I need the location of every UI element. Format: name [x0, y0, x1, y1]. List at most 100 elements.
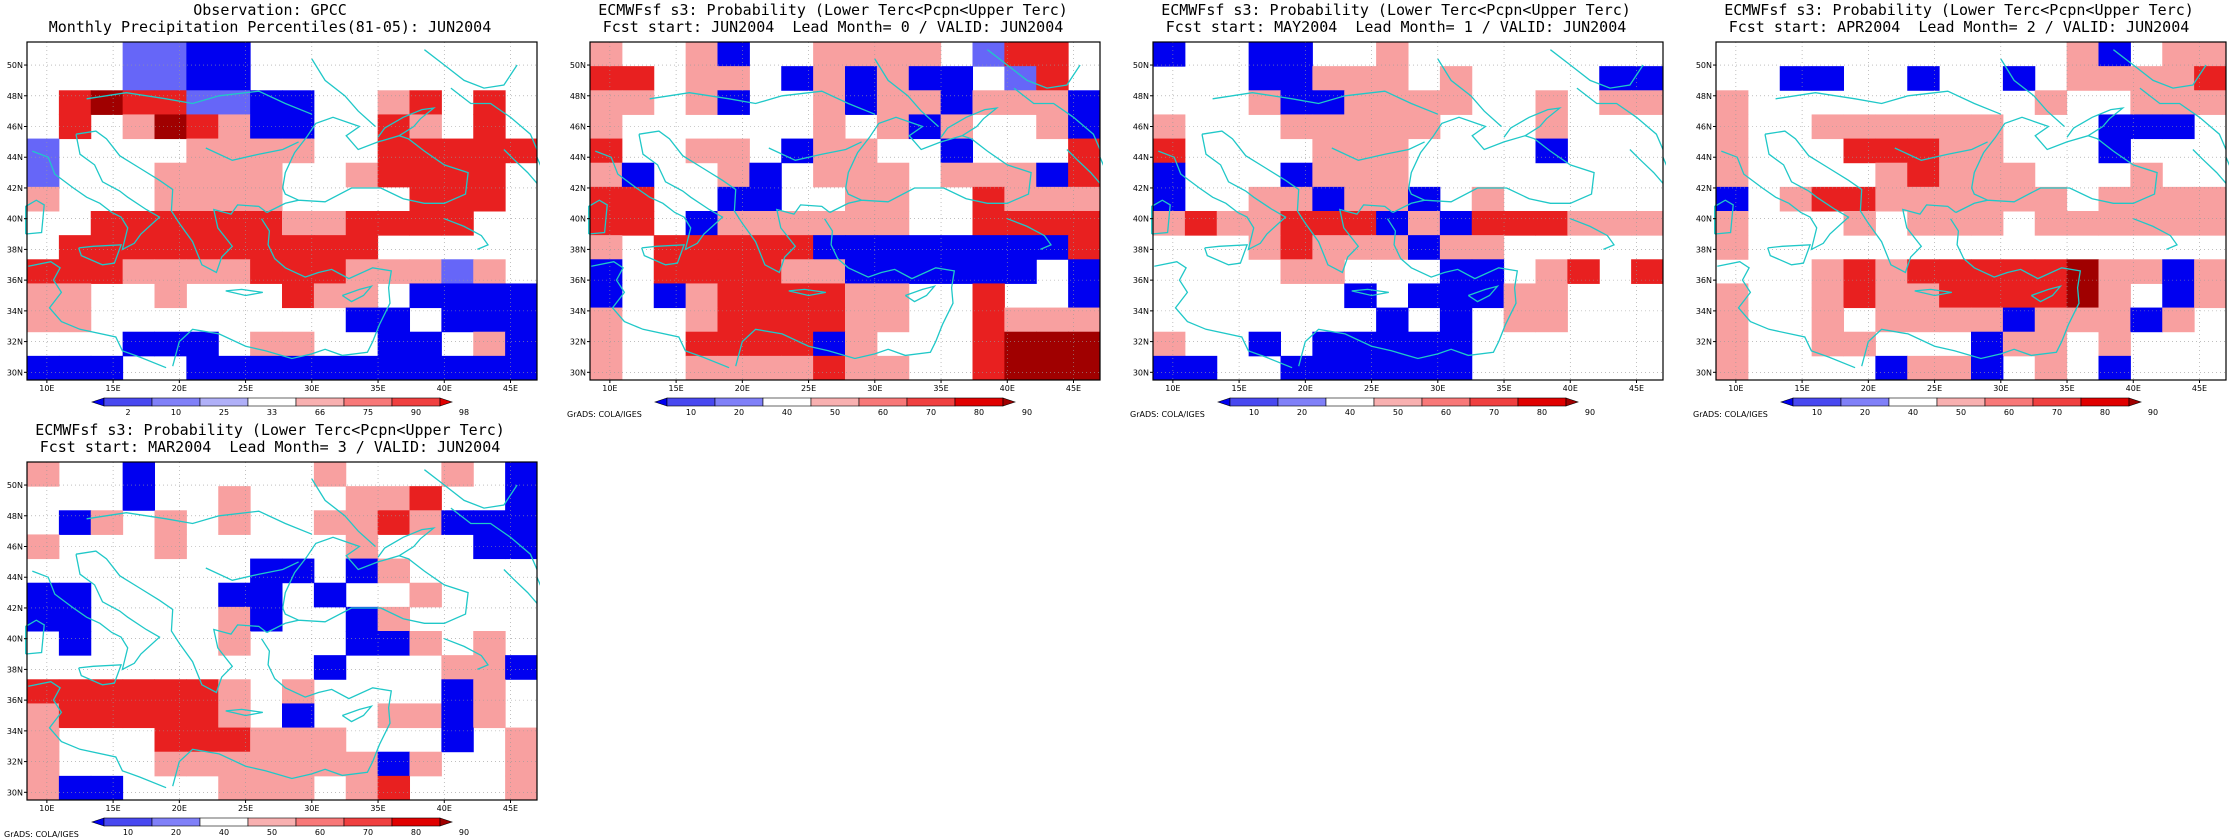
grid-cell — [505, 486, 538, 511]
grid-cell — [590, 42, 623, 67]
grid-cell — [473, 655, 506, 680]
grid-cell — [1599, 211, 1632, 236]
grid-cell — [282, 355, 315, 381]
colorbar-swatch — [199, 817, 249, 827]
grid-cell — [282, 775, 315, 801]
coastline — [768, 141, 862, 161]
grid-cell — [1036, 235, 1069, 260]
grid-cell — [813, 355, 846, 381]
coastline — [2192, 149, 2227, 184]
grid-cell — [473, 631, 506, 656]
grid-cell — [1004, 307, 1037, 333]
grid-cell — [313, 510, 347, 535]
lon-label: 30E — [1430, 384, 1445, 393]
grid-cell — [90, 259, 124, 284]
grid-cell — [2034, 259, 2068, 284]
lat-label: 32N — [7, 758, 23, 767]
lat-label: 48N — [570, 92, 586, 101]
grid-cell — [186, 186, 219, 212]
grid-cell — [1779, 66, 1813, 91]
colorbar-label: 70 — [1489, 408, 1499, 417]
grid-cell — [2034, 331, 2068, 357]
grid-cell — [940, 162, 974, 188]
coastline — [1894, 141, 1988, 161]
grid-cell — [58, 90, 92, 115]
coastline — [32, 554, 161, 671]
grid-cell — [876, 211, 910, 236]
lat-label: 36N — [7, 276, 23, 285]
lat-label: 38N — [1133, 245, 1149, 254]
lat-label: 48N — [1696, 92, 1712, 101]
grid-cell — [2162, 114, 2195, 140]
grid-cell — [1280, 90, 1313, 115]
colorbar-label: 50 — [830, 408, 840, 417]
grid-cell — [473, 114, 506, 140]
coastline — [1764, 130, 1957, 274]
grid-cell — [590, 90, 623, 115]
grid-cell — [1811, 66, 1845, 91]
grid-cell — [1280, 66, 1313, 91]
grid-cell — [2194, 283, 2227, 309]
grid-cell — [58, 259, 92, 284]
lat-label: 42N — [7, 184, 23, 193]
grid-cell — [2034, 307, 2068, 333]
lat-label: 50N — [570, 61, 586, 70]
grid-cell — [1004, 162, 1037, 188]
grid-cell — [505, 510, 538, 535]
grid-cell — [377, 138, 411, 164]
coastline — [1201, 130, 1394, 274]
grid-cell — [1408, 355, 1441, 381]
colorbar-label: 50 — [1393, 408, 1403, 417]
coastline — [649, 90, 876, 115]
grid-cell — [154, 703, 187, 729]
grid-cell — [505, 751, 538, 777]
lon-label: 35E — [1496, 384, 1511, 393]
grid-cell — [845, 283, 878, 309]
colorbar-swatch — [103, 817, 153, 827]
grid-cell — [2066, 307, 2100, 333]
grid-cell — [218, 727, 251, 753]
coastline — [444, 218, 489, 250]
grid-cell — [250, 775, 283, 801]
grid-cell — [972, 307, 1005, 333]
grid-cell — [845, 259, 878, 284]
colorbar-label: 90 — [1585, 408, 1595, 417]
grid-cell — [345, 558, 379, 584]
lat-label: 38N — [7, 665, 23, 674]
panel-observation: Observation: GPCC Monthly Precipitation … — [0, 0, 540, 420]
coastline — [1775, 90, 2002, 115]
colorbar-label: 20 — [1860, 408, 1870, 417]
colorbar-label: 90 — [459, 828, 469, 837]
coastline — [1467, 285, 1500, 303]
grid-cell — [653, 283, 687, 309]
grid-cell — [2162, 186, 2195, 212]
grid-cell — [717, 235, 750, 260]
grid-cell — [717, 186, 750, 212]
grid-cell — [154, 259, 187, 284]
colorbar-label: 20 — [1297, 408, 1307, 417]
grid-cell — [282, 727, 315, 753]
grid-cell — [1439, 331, 1473, 357]
grid-cell — [621, 90, 655, 115]
grid-cell — [441, 510, 474, 535]
grid-cell — [2034, 186, 2068, 212]
grid-cell — [377, 355, 411, 381]
grid-cell — [250, 582, 283, 608]
coastline — [2000, 58, 2065, 127]
grid-cell — [1153, 162, 1186, 188]
grid-cell — [377, 486, 411, 511]
grid-cell — [940, 114, 974, 140]
colorbar-swatch — [343, 397, 393, 407]
colorbar-label: 10 — [1812, 408, 1822, 417]
grid-cell — [781, 138, 814, 164]
grid-cell — [27, 775, 60, 801]
lat-label: 42N — [570, 184, 586, 193]
grid-cell — [876, 307, 910, 333]
grid-cell — [685, 66, 719, 91]
grid-cell — [845, 307, 878, 333]
grid-cell — [186, 162, 219, 188]
grid-cell — [377, 307, 411, 333]
panel-subtitle: Fcst start: MAR2004 Lead Month= 3 / VALI… — [39, 438, 501, 456]
coastline — [1437, 58, 1502, 127]
lat-label: 30N — [7, 788, 23, 797]
